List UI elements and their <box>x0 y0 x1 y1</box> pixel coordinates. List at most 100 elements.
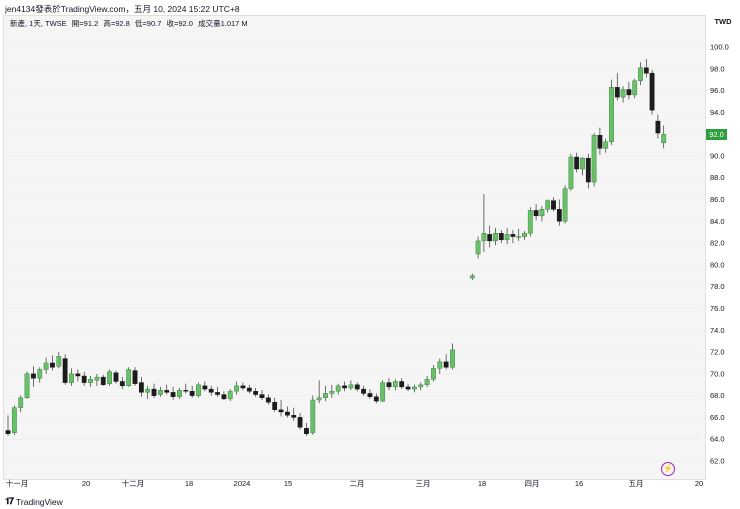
y-tick-label: 82.0 <box>710 239 725 248</box>
candle-body <box>373 396 379 402</box>
y-tick-label: 68.0 <box>710 391 725 400</box>
x-tick-label: 18 <box>478 479 486 488</box>
candle-body <box>132 370 138 384</box>
candle-body <box>265 397 271 403</box>
candle-body <box>418 384 424 388</box>
candle-body <box>348 384 354 389</box>
candle-body <box>157 389 163 395</box>
candle-body <box>649 72 655 111</box>
candle-body <box>399 381 405 388</box>
candle-body <box>37 369 43 379</box>
y-tick-label: 90.0 <box>710 151 725 160</box>
y-tick-label: 78.0 <box>710 282 725 291</box>
candle-body <box>661 133 667 144</box>
legend-symbol: 新產, 1天, TWSE <box>10 19 67 28</box>
candle-body <box>556 209 562 222</box>
candle-body <box>527 210 533 234</box>
candle-body <box>516 236 522 238</box>
x-tick-label: 20 <box>82 479 90 488</box>
y-tick-label: 80.0 <box>710 260 725 269</box>
y-tick-label: 64.0 <box>710 435 725 444</box>
candle-body <box>574 156 580 170</box>
candle-body <box>88 379 93 383</box>
x-tick-label: 十一月 <box>6 478 29 488</box>
candle-body <box>443 361 449 368</box>
x-tick-label: 2024 <box>234 479 251 488</box>
candle-body <box>614 87 620 98</box>
candle-body <box>221 394 227 400</box>
candle-body <box>18 397 24 408</box>
candle-body <box>450 349 455 368</box>
candle-body <box>392 381 398 388</box>
candle-body <box>493 233 498 242</box>
y-tick-label: 70.0 <box>710 369 725 378</box>
legend-volume: 成交量1.017 M <box>198 19 248 28</box>
legend-close: 收=92.0 <box>166 19 193 28</box>
candle-body <box>138 382 144 393</box>
candle-body <box>81 375 87 383</box>
candle-body <box>405 386 411 390</box>
candle-body <box>609 87 614 142</box>
candle-body <box>361 388 366 394</box>
x-tick-label: 15 <box>284 479 292 488</box>
footer-logo-text: TradingView <box>16 496 63 507</box>
y-tick-label: 72.0 <box>710 348 725 357</box>
candle-body <box>113 372 119 382</box>
candle-body <box>145 388 151 393</box>
candle-body <box>62 358 68 383</box>
candle-body <box>50 362 55 368</box>
candle-body <box>208 388 214 393</box>
candle-body <box>240 385 246 389</box>
y-tick-label: 96.0 <box>710 86 725 95</box>
candle-body <box>562 188 568 222</box>
price-grid <box>5 46 701 462</box>
legend-high: 高=92.8 <box>103 19 130 28</box>
candle-body <box>568 156 574 189</box>
candle-body <box>43 362 49 370</box>
candle-body <box>246 387 252 392</box>
currency-label[interactable]: TWD <box>714 17 732 26</box>
y-tick-label: 62.0 <box>710 457 725 466</box>
candle-body <box>437 361 443 369</box>
chart-panel[interactable] <box>3 15 706 480</box>
candle-body <box>11 407 17 433</box>
x-tick-label: 20 <box>695 479 703 488</box>
candle-body <box>278 409 284 413</box>
candle-body <box>335 385 341 392</box>
x-tick-label: 五月 <box>629 479 644 488</box>
candle-body <box>539 209 545 217</box>
candle-body <box>316 397 322 401</box>
legend-low: 低=90.7 <box>134 19 162 28</box>
candle-body <box>545 200 551 210</box>
candle-body <box>196 384 201 396</box>
lightning-icon[interactable]: ⚡ <box>661 462 675 476</box>
x-tick-label: 四月 <box>525 479 540 488</box>
candle-body <box>119 381 125 387</box>
candle-body <box>412 386 417 390</box>
candle-body <box>170 392 176 397</box>
candle-body <box>202 385 208 390</box>
candle-body <box>510 234 516 237</box>
candle-body <box>177 389 182 397</box>
x-tick-label: 十二月 <box>122 478 145 488</box>
candle-body <box>475 240 481 255</box>
y-tick-label: 84.0 <box>710 217 725 226</box>
candles <box>5 58 667 436</box>
candle-body <box>227 391 233 400</box>
y-tick-label: 74.0 <box>710 326 725 335</box>
candle-body <box>522 233 527 237</box>
y-tick-label: 66.0 <box>710 413 725 422</box>
candle-body <box>259 394 265 399</box>
candle-body <box>272 401 278 410</box>
candle-body <box>24 373 30 399</box>
x-tick-label: 二月 <box>350 479 365 488</box>
candle-body <box>580 157 585 170</box>
candle-body <box>431 368 436 380</box>
candle-body <box>597 135 603 149</box>
last-price-badge: 92.0 <box>706 128 727 140</box>
candle-body <box>632 80 638 96</box>
candle-body <box>626 89 632 96</box>
candle-body <box>424 379 430 385</box>
y-tick-label: 94.0 <box>710 108 725 117</box>
